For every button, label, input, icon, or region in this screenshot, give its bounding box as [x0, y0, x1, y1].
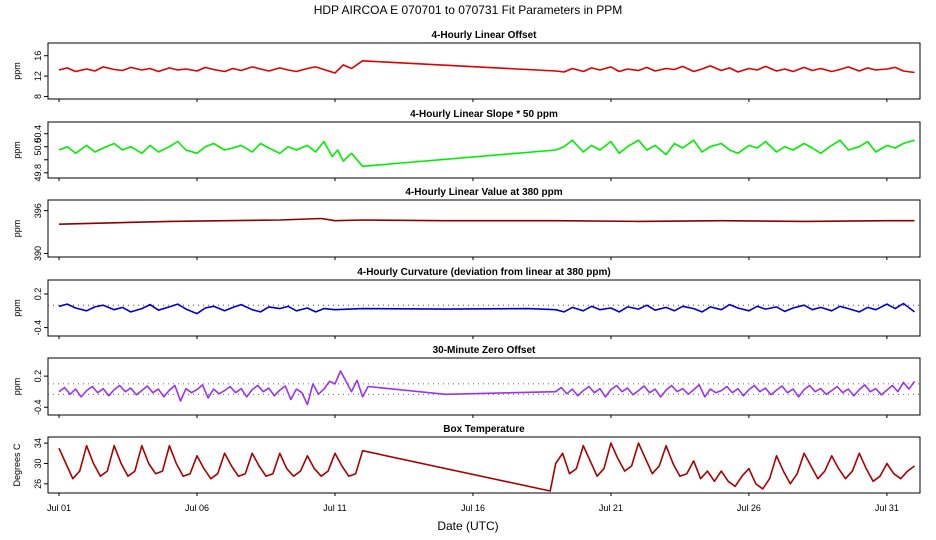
figure-title: HDP AIRCOA E 070701 to 070731 Fit Parame…	[314, 3, 623, 17]
panel-title: 4-Hourly Curvature (deviation from linea…	[357, 267, 610, 278]
y-tick-label: 30	[33, 458, 43, 468]
y-tick-label: -0.4	[33, 320, 43, 336]
panel-title: 30-Minute Zero Offset	[433, 345, 536, 356]
panel-2: 4-Hourly Linear Slope * 50 ppm ppm 49.8 50.…	[12, 109, 921, 182]
y-tick-label: -0.4	[33, 399, 43, 415]
series-line	[58, 217, 915, 225]
panel-4: 4-Hourly Curvature (deviation from linea…	[12, 267, 921, 339]
panel-title: 4-Hourly Linear Offset	[431, 30, 537, 41]
y-axis-label: ppm	[12, 141, 22, 159]
y-axis-label: Degrees C	[12, 443, 22, 487]
x-axis: Jul 01 Jul 06 Jul 11 Jul 16 Jul 21 Jul 26 Jul …	[47, 503, 899, 513]
panel-frame	[47, 436, 921, 494]
panel-frame	[47, 357, 921, 416]
panel-frame	[47, 199, 921, 258]
series-line	[58, 442, 915, 492]
y-tick-label: 0.2	[33, 288, 43, 301]
x-tick-label: Jul 31	[875, 503, 899, 513]
panel-title: Box Temperature	[443, 424, 525, 435]
y-tick-label: 16	[33, 51, 43, 61]
x-tick-label: Jul 26	[737, 503, 761, 513]
y-tick-label: 0.2	[33, 370, 43, 383]
panel-title: 4-Hourly Linear Slope * 50 ppm	[410, 109, 558, 120]
panel-frame	[47, 279, 921, 337]
y-axis-label: ppm	[12, 378, 22, 396]
series-line	[58, 302, 915, 315]
y-axis-label: ppm	[12, 220, 22, 238]
y-tick-label: 34	[33, 438, 43, 448]
panel-title: 4-Hourly Linear Value at 380 ppm	[405, 187, 562, 198]
panel-frame	[47, 121, 921, 179]
y-tick-label: 26	[33, 479, 43, 489]
x-tick-label: Jul 06	[185, 503, 209, 513]
panel-frame	[47, 42, 921, 100]
series-line	[58, 370, 916, 406]
x-tick-label: Jul 11	[323, 503, 346, 513]
y-tick-label: 12	[33, 71, 43, 81]
x-tick-label: Jul 21	[599, 503, 623, 513]
x-tick-label: Jul 16	[461, 503, 485, 513]
x-axis-label: Date (UTC)	[437, 519, 498, 533]
y-tick-label: 390	[33, 246, 43, 261]
panel-1: 4-Hourly Linear Offset ppm 8 12 16	[12, 30, 921, 102]
y-axis-label: ppm	[12, 62, 22, 80]
panel-5: 30-Minute Zero Offset ppm -0.4 0.2	[12, 345, 921, 418]
panel-6: Box Temperature Degrees C 26 30 34	[12, 424, 921, 496]
series-line	[58, 139, 915, 168]
panel-3: 4-Hourly Linear Value at 380 ppm ppm 390 39…	[12, 187, 921, 261]
y-tick-label: 396	[33, 203, 43, 218]
y-tick-label: 49.8	[33, 164, 43, 182]
x-tick-label: Jul 01	[47, 503, 71, 513]
y-tick-label: 8	[33, 94, 43, 99]
y-tick-label: 50.4	[33, 125, 43, 143]
series-line	[58, 59, 915, 74]
y-axis-label: ppm	[12, 299, 22, 317]
y-tick-label: 50.0	[33, 138, 43, 156]
